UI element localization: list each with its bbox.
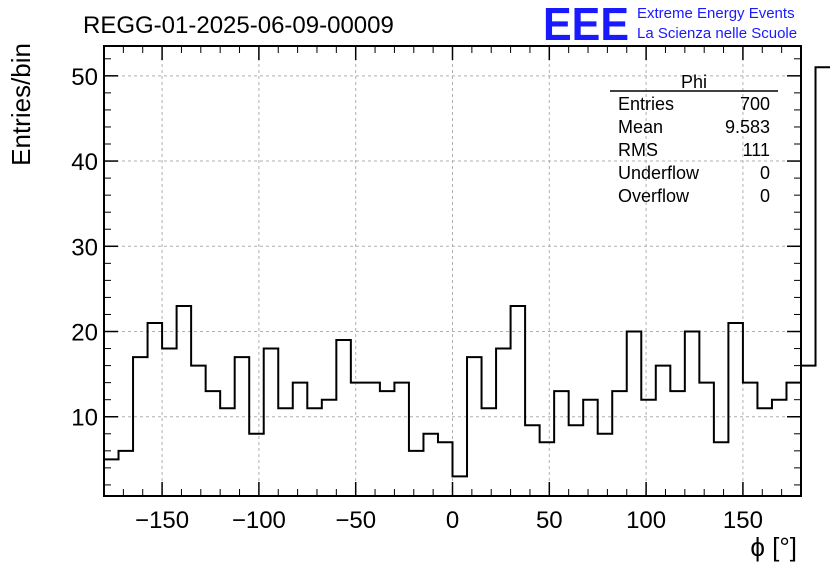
histogram-bin — [641, 400, 656, 496]
stats-rows: Entries 700 Mean 9.583 RMS 111 Underflow 0 Overf… — [618, 94, 770, 206]
histogram-bin — [162, 349, 177, 496]
histogram-line — [104, 66, 831, 478]
stats-value: 9.583 — [725, 117, 770, 137]
histogram-bin — [235, 357, 250, 496]
histogram-bin — [728, 323, 743, 496]
x-axis-label: ϕ [°] — [750, 532, 797, 562]
histogram-bin — [307, 408, 322, 496]
x-tick-label: −50 — [335, 507, 376, 534]
x-tick-label: −100 — [232, 507, 286, 534]
eee-branding: EEE Extreme Energy Events La Scienza nel… — [543, 0, 797, 50]
x-tick-label: 150 — [723, 507, 763, 534]
y-tick-label: 10 — [71, 405, 98, 432]
histogram-bin — [482, 408, 497, 496]
histogram-bin — [191, 366, 206, 496]
x-tick-label: −150 — [135, 507, 189, 534]
chart-title: REGG-01-2025-06-09-00009 — [83, 12, 394, 39]
histogram-bin — [148, 323, 163, 496]
histogram-bin — [714, 442, 729, 496]
histogram-bin — [656, 366, 671, 496]
stats-value: 700 — [740, 94, 770, 114]
branding-line-2: La Scienza nelle Scuole — [637, 25, 797, 42]
histogram-bin — [496, 349, 511, 496]
histogram-bin — [816, 67, 831, 496]
y-tick-label: 40 — [71, 149, 98, 176]
histogram-bin — [554, 391, 569, 496]
histogram-bin — [365, 383, 380, 496]
histogram-bin — [394, 383, 409, 496]
grid — [104, 46, 801, 496]
histogram-bin — [453, 476, 468, 496]
histogram-bin — [612, 391, 627, 496]
histogram-bin — [540, 442, 555, 496]
stats-box: Phi Entries 700 Mean 9.583 RMS 111 Underflow 0 O… — [610, 72, 778, 206]
stats-label: Overflow — [618, 186, 690, 206]
histogram-bin — [177, 306, 192, 496]
histogram-bin — [598, 434, 613, 496]
eee-logo: EEE — [543, 0, 629, 50]
x-tick-label: 0 — [446, 507, 459, 534]
x-tick-label: 50 — [536, 507, 563, 534]
stats-label: Entries — [618, 94, 674, 114]
histogram-bin — [801, 366, 816, 496]
axis-ticks — [104, 46, 801, 496]
y-tick-label: 30 — [71, 234, 98, 261]
histogram-bin — [423, 434, 438, 496]
histogram-bin — [409, 451, 424, 496]
histogram-bin — [322, 400, 337, 496]
histogram-bin — [278, 408, 293, 496]
histogram-bin — [133, 357, 148, 496]
histogram-bin — [293, 383, 308, 496]
histogram-bin — [743, 383, 758, 496]
y-axis-label: Entries/bin — [6, 43, 36, 166]
histogram-bin — [206, 391, 221, 496]
histogram-bin — [264, 349, 279, 496]
stats-label: Underflow — [618, 163, 700, 183]
stats-label: Mean — [618, 117, 663, 137]
y-tick-label: 20 — [71, 320, 98, 347]
histogram-bin — [351, 383, 366, 496]
histogram-bin — [336, 340, 351, 496]
histogram-bin — [249, 434, 264, 496]
stats-label: RMS — [618, 140, 658, 160]
stats-value: 111 — [743, 140, 770, 160]
stats-value: 0 — [760, 163, 770, 183]
histogram-bin — [467, 357, 482, 496]
stats-value: 0 — [760, 186, 770, 206]
stats-title: Phi — [681, 72, 707, 92]
y-tick-label: 50 — [71, 64, 98, 91]
histogram-bin — [627, 332, 642, 496]
branding-line-1: Extreme Energy Events — [637, 5, 795, 22]
histogram-bin — [220, 408, 235, 496]
histogram-bin — [380, 391, 395, 496]
histogram-series — [104, 66, 831, 496]
tick-labels: −150 −100 −50 0 50 100 150 10 20 30 40 50 — [71, 64, 763, 534]
histogram-bin — [569, 425, 584, 496]
histogram-bin — [699, 383, 714, 496]
histogram-bin — [511, 306, 526, 496]
histogram-bin — [772, 400, 787, 496]
histogram-bin — [119, 451, 134, 496]
histogram-bin — [670, 391, 685, 496]
histogram-bin — [583, 400, 598, 496]
histogram-bin — [525, 425, 540, 496]
x-tick-label: 100 — [626, 507, 666, 534]
histogram-bin — [438, 442, 453, 496]
histogram-bin — [757, 408, 772, 496]
histogram-bin — [685, 332, 700, 496]
histogram-bin — [104, 459, 119, 496]
